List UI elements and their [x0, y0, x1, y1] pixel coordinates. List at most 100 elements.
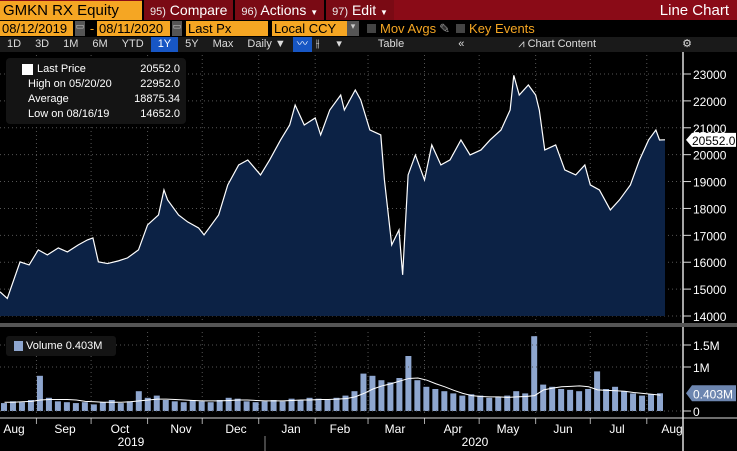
y-tick-label: 15000 [693, 283, 727, 297]
volume-bar [63, 402, 70, 411]
legend-value: 20552.0 [140, 63, 180, 75]
volume-bar [639, 395, 646, 411]
volume-bar [324, 400, 331, 411]
volume-bar [504, 395, 511, 411]
header-bar: GMKN RX Equity 95) Compare 96) Actions ▼… [0, 0, 737, 20]
dropdown-arrow-icon[interactable]: ▾ [347, 21, 359, 36]
bar-chart-icon[interactable]: ⫲ [315, 38, 320, 50]
volume-bar [288, 398, 295, 411]
legend-value: 22952.0 [140, 78, 180, 90]
end-date-input[interactable]: 08/11/2020 [97, 21, 170, 36]
calendar-icon[interactable]: ▭ [172, 21, 182, 36]
volume-bar [369, 375, 376, 411]
year-label: 2020 [462, 435, 489, 449]
x-tick-label: Jan [281, 422, 300, 436]
actions-button[interactable]: 96) Actions ▼ [233, 0, 325, 20]
y-tick-label: 21000 [693, 122, 727, 136]
range-tab-1d[interactable]: 1D [7, 38, 22, 50]
y-tick-label: 18000 [693, 202, 727, 216]
last-price-label: 20552.0 [692, 134, 736, 148]
volume-bar [468, 394, 475, 411]
x-tick-label: Aug [3, 422, 24, 436]
volume-tick-label: 1M [693, 361, 710, 375]
y-tick-label: 16000 [693, 256, 727, 270]
key-events-checkbox[interactable] [456, 24, 466, 33]
gear-icon[interactable]: ⚙ [682, 38, 692, 50]
legend-value: 14652.0 [140, 108, 180, 120]
volume-bar [477, 395, 484, 411]
range-tab-1m[interactable]: 1M [63, 38, 79, 50]
x-tick-label: May [497, 422, 520, 436]
range-tab-ytd[interactable]: YTD [121, 38, 144, 50]
currency-select[interactable]: Local CCY [272, 21, 347, 36]
x-tick-label: Aug [661, 422, 682, 436]
volume-bar [144, 397, 151, 411]
range-tab-6m[interactable]: 6M [92, 38, 108, 50]
volume-bar [189, 400, 196, 411]
key-events-label[interactable]: Key Events [469, 21, 535, 36]
calendar-icon[interactable]: ▭ [75, 21, 85, 36]
y-tick-label: 19000 [693, 176, 727, 190]
volume-legend: Volume 0.403M [6, 336, 116, 356]
date-separator: - [89, 21, 95, 36]
y-tick-label: 23000 [693, 68, 727, 82]
collapse-button[interactable]: « [458, 38, 465, 50]
volume-bar [108, 400, 115, 411]
last-price-tag [686, 132, 736, 147]
range-tab-3d[interactable]: 3D [35, 38, 50, 50]
security-field[interactable]: GMKN RX Equity [0, 1, 142, 20]
volume-bar [225, 397, 232, 411]
price-legend: Last Price 20552.0 High on 05/20/20 22952.… [6, 58, 186, 124]
volume-bar [414, 380, 421, 411]
legend-label: High on 05/20/20 [28, 78, 112, 90]
volume-bar [333, 397, 340, 411]
range-tab-5y[interactable]: 5Y [185, 38, 199, 50]
last-volume-label: 0.403M [693, 387, 733, 401]
line-chart-icon[interactable]: 〰 [292, 37, 312, 52]
range-tab-1y[interactable]: 1Y [150, 37, 179, 52]
volume-bar [432, 389, 439, 411]
dropdown-arrow-icon[interactable]: ▾ [336, 38, 342, 50]
frequency-select[interactable]: Daily ▼ [247, 38, 286, 50]
legend-high: High on 05/20/20 22952.0 [28, 77, 186, 92]
legend-label: Average [28, 93, 69, 105]
range-tab-max[interactable]: Max [212, 38, 234, 50]
volume-bar [567, 389, 574, 411]
x-tick-label: Feb [330, 422, 351, 436]
volume-bar [513, 391, 520, 411]
volume-bar [297, 400, 304, 411]
actions-num: 96) [241, 6, 258, 18]
field-select[interactable]: Last Px [186, 21, 268, 36]
volume-bar [279, 401, 286, 411]
mov-avgs-label[interactable]: Mov Avgs [380, 21, 437, 36]
toolbar: 1D 3D 1M 6M YTD 1Y 5Y Max Daily ▼ 〰 ⫲ ▾ Table «… [0, 37, 737, 52]
range-tabs: 1D 3D 1M 6M YTD 1Y 5Y Max [0, 37, 240, 52]
chart-content-icon: ⩘ [518, 38, 528, 50]
edit-label: Edit [351, 2, 377, 18]
volume-bar [603, 389, 610, 411]
price-line [0, 75, 666, 300]
volume-bar [351, 391, 358, 411]
x-tick-label: Mar [385, 422, 406, 436]
volume-bar [522, 393, 529, 411]
table-button[interactable]: Table [377, 38, 405, 50]
volume-bar [531, 336, 538, 411]
edit-button[interactable]: 97) Edit ▼ [324, 0, 394, 20]
mov-avgs-checkbox[interactable] [367, 24, 376, 33]
volume-bar [306, 397, 313, 411]
volume-bar [81, 402, 88, 411]
pencil-icon[interactable]: ✎ [439, 20, 451, 36]
volume-bar [315, 398, 322, 411]
chart-content-button[interactable]: ⩘ Chart Content [511, 37, 603, 52]
volume-moving-average-line [4, 377, 661, 403]
compare-button[interactable]: 95) Compare [142, 0, 234, 20]
actions-label: Actions [260, 2, 307, 18]
legend-label: Last Price [37, 63, 86, 75]
volume-bar [18, 402, 25, 411]
volume-bar [423, 386, 430, 411]
volume-tick-label: 1.5M [693, 339, 720, 353]
edit-num: 97) [332, 6, 349, 18]
volume-bar [342, 395, 349, 411]
start-date-input[interactable]: 08/12/2019 [0, 21, 73, 36]
